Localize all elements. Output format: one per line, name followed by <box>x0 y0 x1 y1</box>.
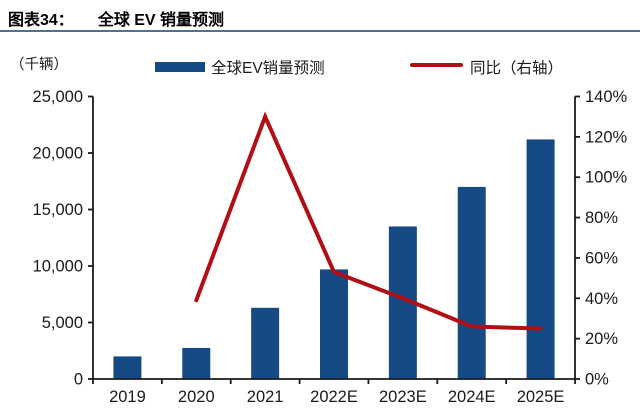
right-axis-tick-label: 60% <box>585 249 618 267</box>
legend-line-label: 同比（右轴） <box>470 60 564 77</box>
x-axis-label-2022E: 2022E <box>310 388 358 406</box>
left-axis-tick-label: 25,000 <box>33 88 83 106</box>
left-axis-tick-label: 10,000 <box>33 258 83 276</box>
right-axis-tick-label: 120% <box>585 128 628 146</box>
right-axis-tick-label: 80% <box>585 209 618 227</box>
right-axis-tick-label: 100% <box>585 169 628 187</box>
right-axis-tick-label: 40% <box>585 290 618 308</box>
bar-2025E <box>526 139 555 379</box>
x-axis-label-2025E: 2025E <box>517 388 565 406</box>
left-axis-unit-label: （千辆） <box>10 57 68 73</box>
left-axis-tick-label: 15,000 <box>33 201 83 219</box>
title-divider <box>0 30 640 32</box>
legend-bar-label: 全球EV销量预测 <box>211 60 325 77</box>
right-axis-tick-label: 20% <box>585 330 618 348</box>
bar-2020 <box>182 347 211 379</box>
yoy-line-series <box>194 111 543 331</box>
legend-bar-swatch <box>155 62 205 72</box>
right-axis-tick-label: 140% <box>585 88 628 106</box>
x-axis-label-2024E: 2024E <box>448 388 496 406</box>
bar-2019 <box>113 356 142 379</box>
legend-line-swatch <box>410 63 463 67</box>
figure-number-label: 图表34： <box>8 12 74 29</box>
bar-2024E <box>457 186 486 379</box>
bar-2021 <box>251 307 280 379</box>
x-axis-label-2019: 2019 <box>109 388 146 406</box>
x-axis-label-2021: 2021 <box>247 388 284 406</box>
bar-2022E <box>320 269 348 379</box>
left-axis-tick-label: 20,000 <box>33 145 83 163</box>
right-axis-tick-label: 0% <box>585 371 609 389</box>
figure-title: 图表34： 全球 EV 销量预测 <box>8 6 224 30</box>
x-axis-label-2023E: 2023E <box>379 388 427 406</box>
left-axis-tick-label: 0 <box>74 371 83 389</box>
x-axis-label-2020: 2020 <box>178 388 215 406</box>
left-axis-tick-label: 5,000 <box>42 314 83 332</box>
figure-title-text: 全球 EV 销量预测 <box>97 12 225 29</box>
